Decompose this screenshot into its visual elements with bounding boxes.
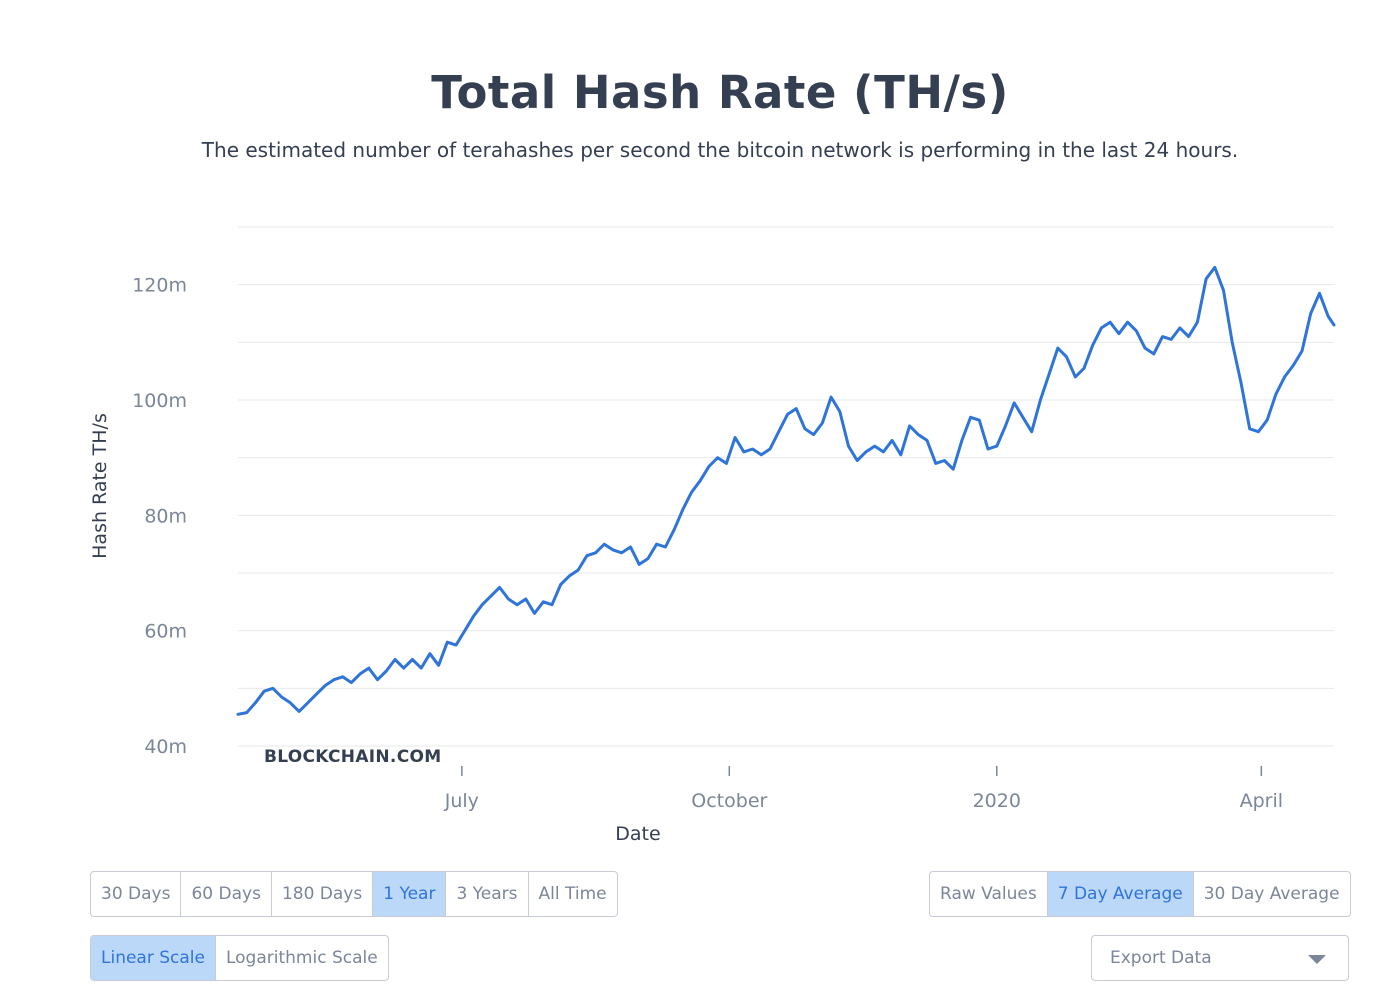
average-30-day-average-button[interactable]: 30 Day Average [1203, 884, 1340, 904]
scale-selector: Linear Scale Logarithmic Scale [90, 935, 389, 981]
scale-linear-scale-button[interactable]: Linear Scale [91, 936, 216, 980]
y-axis-ticks: 40m 60m 80m 100m 120m [132, 275, 187, 758]
range-30-days-button[interactable]: 30 Days [91, 872, 182, 916]
y-tick-label: 60m [144, 621, 187, 643]
y-tick-label: 120m [132, 275, 187, 297]
hash-rate-chart: 40m 60m 80m 100m 120m July October 2020 April B… [89, 226, 1336, 845]
export-data-label: Export Data [1110, 948, 1212, 968]
page-title: Total Hash Rate (TH/s) [431, 66, 1009, 119]
series-line-hash-rate [236, 265, 1336, 716]
average-7-day-average-button[interactable]: 7 Day Average [1047, 872, 1194, 916]
range-all-time-button[interactable]: All Time [538, 884, 607, 904]
blockchain-watermark: BLOCKCHAIN.COM [264, 747, 441, 767]
export-data-dropdown[interactable]: Export Data [1091, 935, 1349, 981]
x-tick-label: July [444, 790, 479, 812]
average-raw-values-button[interactable]: Raw Values [930, 872, 1048, 916]
scale-logarithmic-scale-button[interactable]: Logarithmic Scale [225, 948, 378, 968]
y-tick-label: 80m [144, 505, 187, 527]
range-3-years-button[interactable]: 3 Years [446, 872, 529, 916]
x-tick-label: April [1240, 790, 1283, 812]
x-tick-label: 2020 [973, 790, 1021, 812]
x-axis-title: Date [615, 823, 660, 845]
y-tick-label: 100m [132, 390, 187, 412]
chevron-down-icon [1308, 955, 1326, 964]
x-axis-ticks: July October 2020 April [444, 766, 1283, 812]
time-range-selector: 30 Days 60 Days 180 Days 1 Year 3 Years All T… [90, 871, 618, 917]
range-60-days-button[interactable]: 60 Days [181, 872, 272, 916]
page-subtitle: The estimated number of terahashes per s… [201, 138, 1239, 162]
x-tick-label: October [691, 790, 767, 812]
y-tick-label: 40m [144, 736, 187, 758]
averaging-selector: Raw Values 7 Day Average 30 Day Average [929, 871, 1351, 917]
grid-lines [238, 226, 1334, 747]
range-180-days-button[interactable]: 180 Days [272, 872, 374, 916]
range-1-year-button[interactable]: 1 Year [373, 872, 447, 916]
y-axis-title: Hash Rate TH/s [89, 413, 111, 559]
